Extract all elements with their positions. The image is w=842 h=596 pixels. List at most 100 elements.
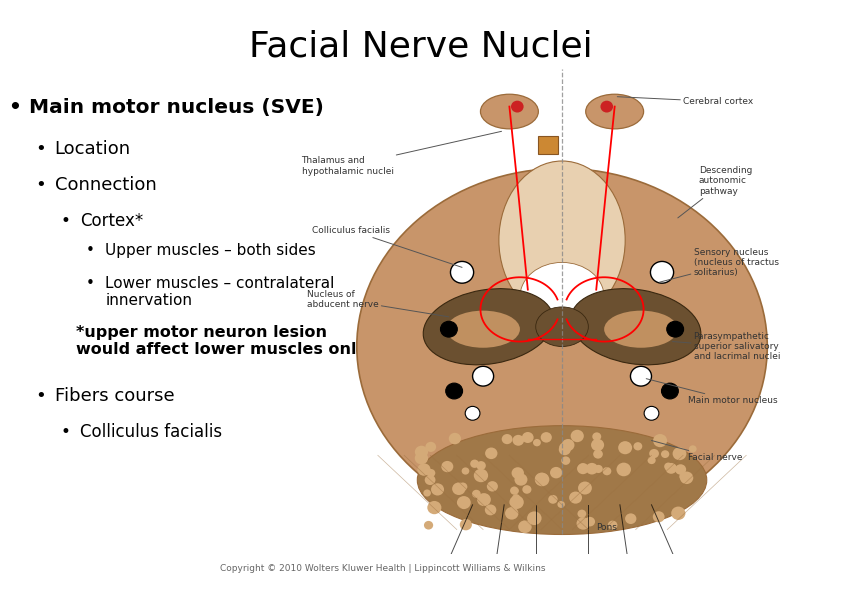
Text: Colliculus facialis: Colliculus facialis: [312, 226, 462, 268]
Circle shape: [541, 432, 552, 443]
Circle shape: [457, 496, 471, 509]
Text: •: •: [35, 176, 46, 194]
Circle shape: [664, 462, 673, 470]
Text: Cerebral cortex: Cerebral cortex: [617, 97, 754, 106]
Circle shape: [509, 495, 524, 509]
Ellipse shape: [498, 161, 625, 319]
Circle shape: [633, 442, 642, 451]
Text: Facial Nerve Nuclei: Facial Nerve Nuclei: [249, 30, 593, 64]
Text: •: •: [61, 212, 71, 229]
Circle shape: [440, 321, 457, 337]
Circle shape: [424, 489, 431, 496]
Circle shape: [689, 445, 696, 452]
Circle shape: [593, 449, 603, 459]
Circle shape: [522, 432, 534, 443]
Circle shape: [679, 473, 688, 480]
Circle shape: [533, 439, 541, 446]
Circle shape: [427, 469, 435, 477]
Circle shape: [644, 406, 658, 420]
Text: •: •: [86, 243, 95, 257]
Circle shape: [586, 463, 598, 474]
Circle shape: [569, 492, 582, 504]
Circle shape: [431, 483, 444, 495]
Circle shape: [513, 435, 524, 446]
Circle shape: [559, 443, 569, 452]
Circle shape: [477, 493, 491, 506]
Text: •: •: [61, 423, 71, 441]
Circle shape: [511, 101, 524, 113]
Circle shape: [470, 460, 479, 468]
Circle shape: [667, 321, 684, 337]
Circle shape: [562, 439, 574, 451]
Circle shape: [600, 101, 613, 113]
Circle shape: [665, 463, 677, 474]
Circle shape: [485, 448, 498, 459]
Circle shape: [518, 520, 531, 533]
Circle shape: [458, 483, 467, 491]
Circle shape: [427, 501, 441, 514]
Bar: [538, 136, 558, 154]
Circle shape: [502, 434, 513, 444]
Ellipse shape: [520, 262, 605, 331]
Ellipse shape: [536, 307, 589, 346]
Text: Upper muscles – both sides: Upper muscles – both sides: [105, 243, 316, 257]
Circle shape: [653, 434, 667, 447]
Text: Descending
autonomic
pathway: Descending autonomic pathway: [678, 166, 752, 218]
Text: Nucleus of
abducent nerve: Nucleus of abducent nerve: [306, 290, 449, 317]
Text: Cortex*: Cortex*: [80, 212, 143, 229]
Circle shape: [608, 520, 617, 530]
Ellipse shape: [446, 311, 520, 347]
Circle shape: [485, 504, 496, 516]
Circle shape: [472, 490, 481, 498]
Circle shape: [675, 464, 686, 475]
Circle shape: [603, 467, 611, 475]
Text: Colliculus facialis: Colliculus facialis: [80, 423, 222, 441]
Circle shape: [577, 463, 589, 474]
Circle shape: [535, 473, 548, 486]
Text: Lower muscles – contralateral
innervation: Lower muscles – contralateral innervatio…: [105, 276, 334, 308]
Circle shape: [450, 262, 473, 283]
Circle shape: [591, 439, 604, 451]
Circle shape: [415, 452, 428, 464]
Circle shape: [535, 473, 549, 486]
Text: Thalamus and
hypothalamic nuclei: Thalamus and hypothalamic nuclei: [301, 131, 502, 176]
Text: •: •: [86, 276, 95, 291]
Circle shape: [465, 406, 480, 420]
Ellipse shape: [481, 94, 538, 129]
Ellipse shape: [418, 426, 706, 535]
Circle shape: [562, 457, 570, 465]
Circle shape: [449, 433, 461, 444]
Text: •: •: [35, 387, 46, 405]
Circle shape: [618, 441, 632, 454]
Circle shape: [594, 465, 603, 473]
Text: Copyright © 2010 Wolters Kluwer Health | Lippincott Williams & Wilkins: Copyright © 2010 Wolters Kluwer Health |…: [221, 564, 546, 573]
Text: Connection: Connection: [55, 176, 157, 194]
Circle shape: [522, 485, 531, 493]
Circle shape: [425, 442, 436, 452]
Circle shape: [505, 507, 519, 520]
Text: Main motor nucleus: Main motor nucleus: [647, 378, 778, 405]
Ellipse shape: [571, 288, 701, 365]
Circle shape: [415, 446, 428, 458]
Circle shape: [512, 467, 524, 479]
Circle shape: [559, 444, 571, 455]
Circle shape: [571, 430, 584, 442]
Circle shape: [578, 510, 586, 518]
Circle shape: [527, 511, 541, 525]
Circle shape: [631, 367, 652, 386]
Ellipse shape: [586, 94, 643, 129]
Circle shape: [424, 521, 433, 530]
Circle shape: [550, 467, 562, 479]
Circle shape: [616, 462, 631, 476]
Text: Main motor nucleus (SVE): Main motor nucleus (SVE): [29, 98, 324, 117]
Circle shape: [577, 517, 589, 530]
Circle shape: [592, 432, 601, 441]
Circle shape: [461, 467, 469, 474]
Circle shape: [585, 517, 595, 526]
Circle shape: [474, 468, 488, 482]
Text: Sensory nucleus
(nucleus of tractus
solitarius): Sensory nucleus (nucleus of tractus soli…: [659, 247, 779, 283]
Ellipse shape: [357, 169, 767, 524]
Circle shape: [460, 519, 472, 530]
Text: Parasympathetic
superior salivatory
and lacrimal nuclei: Parasympathetic superior salivatory and …: [673, 331, 780, 361]
Circle shape: [441, 461, 453, 472]
